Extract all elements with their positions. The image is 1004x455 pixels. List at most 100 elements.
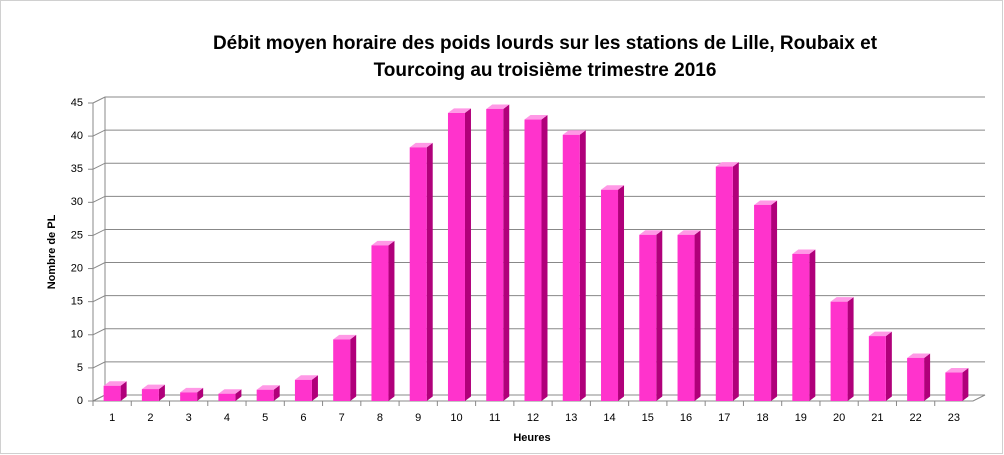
bar <box>141 384 165 401</box>
bar-front <box>945 372 963 401</box>
x-tick-label: 22 <box>909 412 921 424</box>
bar-front <box>256 389 274 401</box>
x-tick-label: 23 <box>948 412 960 424</box>
bar-front <box>754 204 772 401</box>
bar-top <box>371 240 395 246</box>
bar-top <box>294 375 318 380</box>
bar <box>639 230 663 401</box>
bar <box>830 297 854 401</box>
bar-top <box>256 385 280 390</box>
y-axis-label: Nombre de PL <box>46 214 58 289</box>
grid-line <box>92 96 985 104</box>
x-tick-label: 18 <box>756 412 768 424</box>
bar-front <box>639 234 657 401</box>
bar-side <box>350 334 357 401</box>
y-tick-label: 30 <box>71 196 83 208</box>
bar-side <box>158 384 165 401</box>
bar-top <box>601 185 625 190</box>
x-tick-label: 7 <box>339 412 345 424</box>
y-tick-label: 25 <box>71 229 83 241</box>
x-tick-label: 4 <box>224 412 230 424</box>
bar-side <box>388 240 395 401</box>
bar <box>180 387 204 401</box>
bar-front <box>180 392 198 401</box>
x-tick-label: 9 <box>415 412 421 424</box>
bar-side <box>541 115 548 402</box>
x-tick-label: 20 <box>833 412 845 424</box>
bar-front <box>907 357 925 401</box>
bar-top <box>907 353 931 358</box>
x-tick-label: 16 <box>680 412 692 424</box>
bar-side <box>656 230 663 401</box>
bar <box>907 353 931 401</box>
x-tick-label: 10 <box>450 412 462 424</box>
bar-side <box>426 142 433 401</box>
bar-front <box>371 245 389 401</box>
y-tick-label: 45 <box>71 97 83 109</box>
bar <box>218 389 242 401</box>
bar-top <box>524 115 548 120</box>
bar-side <box>503 104 510 402</box>
bar-front <box>792 253 810 401</box>
x-tick-label: 13 <box>565 412 577 424</box>
bar-top <box>754 200 778 205</box>
bar <box>256 385 280 401</box>
bar-top <box>218 389 242 394</box>
bar <box>524 115 548 402</box>
y-tick-label: 10 <box>71 329 83 341</box>
bar-front <box>218 393 236 401</box>
x-tick-label: 5 <box>262 412 268 424</box>
bar <box>601 185 625 401</box>
bar-front <box>715 166 733 401</box>
bar-front <box>409 147 427 401</box>
x-tick-label: 19 <box>795 412 807 424</box>
y-tick-label: 15 <box>71 296 83 308</box>
grid-line <box>92 129 985 137</box>
bar-side <box>120 381 127 401</box>
bar-side <box>962 368 969 401</box>
bar-top <box>141 384 165 390</box>
bar-front <box>830 301 848 401</box>
y-tick-label: 35 <box>71 163 83 175</box>
bar-side <box>618 185 625 401</box>
bar <box>103 381 127 401</box>
chart-title-line: Débit moyen horaire des poids lourds sur… <box>213 33 878 54</box>
bar-top <box>447 108 471 113</box>
bar-side <box>235 389 242 401</box>
bar-front <box>524 119 542 402</box>
bar <box>792 249 816 401</box>
bar-side <box>579 130 586 401</box>
bar-top <box>562 130 586 135</box>
bar-side <box>694 230 701 401</box>
bar-top <box>103 381 127 386</box>
bar <box>677 230 701 401</box>
bar-front <box>294 379 312 401</box>
bar <box>333 334 357 401</box>
x-tick-label: 14 <box>603 412 615 424</box>
bar <box>486 104 510 402</box>
bar-side <box>885 331 892 401</box>
bar-front <box>486 108 504 402</box>
bar-front <box>562 134 580 401</box>
bar <box>409 142 433 401</box>
bar-top <box>677 230 701 235</box>
bar <box>945 368 969 401</box>
bar-top <box>792 249 816 254</box>
bar-front <box>333 339 351 401</box>
bar-top <box>486 104 510 109</box>
grid-line <box>92 162 985 170</box>
x-axis-label: Heures <box>513 432 550 444</box>
bar-top <box>715 162 739 167</box>
bar-side <box>924 353 931 401</box>
bar <box>447 108 471 401</box>
grid-line <box>92 228 985 236</box>
bar <box>754 200 778 401</box>
bar-front <box>141 389 159 401</box>
x-tick-label: 17 <box>718 412 730 424</box>
bar-top <box>333 334 357 340</box>
x-tick-label: 2 <box>147 412 153 424</box>
x-tick-label: 21 <box>871 412 883 424</box>
bar-side <box>732 162 739 401</box>
bar-front <box>868 336 886 401</box>
